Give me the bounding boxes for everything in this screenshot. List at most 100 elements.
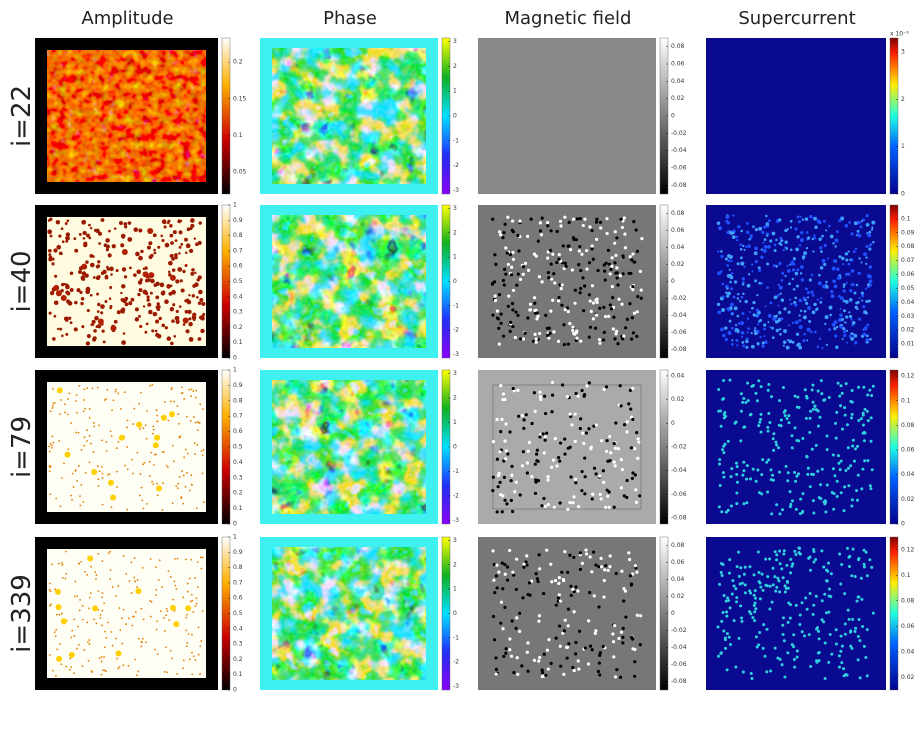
current xyxy=(842,674,846,678)
vortex xyxy=(199,673,201,675)
vortex xyxy=(59,327,63,331)
vortex xyxy=(202,312,206,317)
flux xyxy=(566,446,570,450)
phase-map xyxy=(272,380,426,514)
current xyxy=(865,628,869,632)
flux xyxy=(552,330,556,334)
colorbar-tick-label: 0.02 xyxy=(901,327,915,334)
current xyxy=(848,565,852,569)
current xyxy=(784,240,788,244)
vortex xyxy=(49,442,52,445)
colorbar-tick-label: 0.04 xyxy=(901,299,915,306)
vortex xyxy=(185,558,187,561)
vortex xyxy=(186,471,188,474)
vortex xyxy=(121,307,126,312)
vortex xyxy=(185,645,188,648)
current xyxy=(805,455,809,459)
flux xyxy=(608,554,612,558)
vortex xyxy=(199,298,204,303)
flux xyxy=(612,505,616,509)
vortex xyxy=(186,642,189,644)
current xyxy=(843,632,847,636)
current xyxy=(794,303,798,307)
flux xyxy=(504,647,508,651)
current xyxy=(758,226,763,231)
current xyxy=(844,299,849,304)
current xyxy=(839,649,843,653)
current xyxy=(779,328,782,331)
vortex xyxy=(185,629,188,632)
flux xyxy=(553,578,558,583)
current xyxy=(735,491,739,495)
current xyxy=(819,483,823,487)
current xyxy=(725,215,730,219)
vortex xyxy=(64,550,67,553)
current xyxy=(735,473,739,477)
flux xyxy=(591,317,595,321)
flux xyxy=(620,569,624,573)
current xyxy=(787,421,791,425)
flux xyxy=(569,475,573,479)
vortex xyxy=(111,586,114,588)
current xyxy=(851,438,855,442)
flux xyxy=(511,386,515,391)
flux xyxy=(576,504,581,509)
vortex xyxy=(96,324,102,329)
vortex xyxy=(180,242,184,246)
vortex xyxy=(147,302,152,307)
flux xyxy=(582,394,586,398)
flux xyxy=(549,262,553,266)
vortex xyxy=(139,324,143,329)
colorbar-tick-label: 0.04 xyxy=(901,471,915,478)
current xyxy=(812,511,816,515)
vortex xyxy=(196,429,199,432)
vortex xyxy=(85,286,91,292)
current xyxy=(842,283,846,287)
current xyxy=(812,549,816,553)
current xyxy=(865,262,868,265)
vortex xyxy=(123,391,126,394)
current xyxy=(724,257,728,261)
flux xyxy=(495,563,499,567)
vortex xyxy=(155,319,160,324)
vortex xyxy=(148,309,153,315)
vortex xyxy=(60,562,63,564)
current xyxy=(842,285,845,289)
vortex xyxy=(105,449,108,452)
current xyxy=(798,512,802,516)
colorbar-tick-label: 0.5 xyxy=(233,444,243,451)
vortex xyxy=(194,271,197,275)
vortex xyxy=(188,293,191,297)
flux xyxy=(524,413,528,417)
vortex xyxy=(76,480,79,482)
current xyxy=(860,597,864,601)
vortex xyxy=(131,615,134,618)
current xyxy=(778,241,782,245)
current xyxy=(824,611,828,615)
current xyxy=(863,252,867,257)
colorbar-tick-label: 0 xyxy=(671,278,675,285)
current xyxy=(758,630,762,634)
vortex-core xyxy=(148,272,155,279)
current xyxy=(850,337,854,341)
current xyxy=(775,585,779,589)
flux xyxy=(558,599,563,603)
current xyxy=(749,672,753,676)
current xyxy=(740,256,743,260)
flux xyxy=(612,315,616,319)
vortex xyxy=(68,392,71,395)
flux xyxy=(577,262,581,267)
flux xyxy=(555,464,559,468)
current xyxy=(836,381,840,385)
current xyxy=(778,549,782,553)
current xyxy=(771,336,775,340)
vortex xyxy=(187,633,190,635)
vortex xyxy=(59,505,62,508)
vortex-core xyxy=(92,605,99,612)
flux xyxy=(546,270,550,275)
vortex xyxy=(170,241,174,245)
vortex xyxy=(68,316,72,320)
flux xyxy=(614,271,618,275)
flux xyxy=(506,262,511,267)
current xyxy=(786,264,789,268)
